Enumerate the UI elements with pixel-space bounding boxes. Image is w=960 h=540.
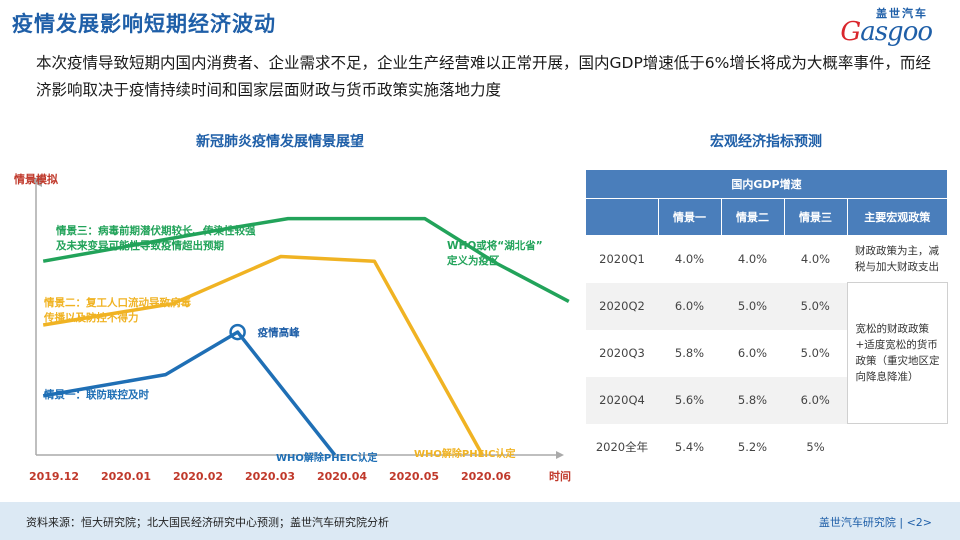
x-tick-label: 2020.01: [101, 470, 151, 483]
table-cell-s1: 4.0%: [674, 251, 705, 266]
table-cell-s3: 6.0%: [784, 376, 847, 424]
table-cell-s3: 5.0%: [800, 346, 830, 360]
x-tick-label: 2020.04: [317, 470, 367, 483]
page-number: <2>: [906, 516, 932, 529]
chart-title: 新冠肺炎疫情发展情景展望: [196, 134, 364, 150]
who-label-3b: 定义为疫区: [446, 254, 500, 267]
table-header-scenario-2: 情景二: [720, 198, 784, 235]
logo-cn-text: 盖世汽车: [876, 7, 928, 20]
table-cell-period: 2020Q3: [599, 346, 645, 360]
table-header-scenario-1: 情景一: [657, 198, 721, 235]
who-label-1: WHO解除PHEIC认定: [276, 451, 378, 464]
gdp-forecast-table: 国内GDP增速 情景一 情景二 情景三 主要宏观政策 2020Q1 4.0% 4…: [586, 170, 948, 471]
table-cell-period: 2020Q1: [599, 251, 645, 266]
gasgoo-logo: 盖世汽车 Gasgoo: [812, 5, 933, 47]
table-cell-s2: 4.0%: [737, 251, 768, 266]
table-header-row: 情景一 情景二 情景三 主要宏观政策: [586, 198, 947, 235]
series-line-1: [42, 330, 337, 457]
footer-brand: 盖世汽车研究院 | <2>: [818, 516, 932, 529]
x-tick-label: 2020.02: [173, 470, 223, 483]
table-cell-s1: 5.6%: [658, 376, 721, 424]
y-axis-label: 情景模拟: [14, 172, 58, 186]
table-header-scenario-3: 情景三: [783, 198, 847, 235]
series-label-3-line2: 及未来变异可能性导致疫情超出预期: [56, 239, 224, 252]
table-cell-policy-1: 财政政策为主，减税与加大财政支出: [855, 244, 939, 273]
table-cell-s3: 4.0%: [800, 251, 831, 266]
series-label-3: 情景三：病毒前期潜伏期较长、传染性较强: [56, 224, 256, 237]
intro-paragraph: 本次疫情导致短期内国内消费者、企业需求不足，企业生产经营难以正常开展，国内GDP…: [36, 54, 931, 99]
table-cell-s3: 5.0%: [784, 282, 847, 330]
series-layer: [42, 216, 570, 457]
table-cell-s2: 5.0%: [721, 282, 784, 330]
series-line-2: [42, 254, 484, 456]
table-row: 2020Q2 6.0% 5.0% 5.0% 宽松的财政政策+适度宽松的货币政策（…: [586, 282, 948, 424]
table-row: 2020Q1 4.0% 4.0% 4.0% 财政政策为主，减税与加大财政支出: [586, 235, 947, 283]
x-tick-label: 2020.05: [389, 470, 439, 483]
peak-label: 疫情高峰: [258, 326, 300, 339]
table-cell-period: 2020Q4: [586, 376, 658, 424]
logo-wordmark: Gasgoo: [840, 17, 933, 47]
footer-source: 资料来源：恒大研究院；北大国民经济研究中心预测；盖世汽车研究院分析: [26, 516, 389, 529]
table-cell-s2: 6.0%: [737, 346, 768, 360]
page-title: 疫情发展影响短期经济波动: [12, 12, 276, 36]
peak-marker: [229, 323, 246, 341]
table-cell-policy-2: 宽松的财政政策+适度宽松的货币政策（重灾地区定向降息降准）: [846, 282, 948, 424]
x-axis-label: 时间: [549, 469, 571, 483]
table-cell-s1: 5.4%: [674, 440, 705, 455]
table-cell-period: 2020全年: [595, 440, 649, 455]
who-label-2: WHO解除PHEIC认定: [414, 447, 516, 460]
series-label-1: 情景一：联防联控及时: [44, 388, 149, 401]
table-cell-s2: 5.8%: [721, 376, 784, 424]
x-tick-label: 2020.06: [461, 470, 511, 483]
table-header-empty: [586, 198, 658, 235]
series-label-2-line2: 传播以及防控不得力: [43, 311, 139, 324]
table-cell-s1: 6.0%: [658, 282, 721, 330]
series-line-3: [42, 216, 570, 303]
who-label-3: WHO或将“湖北省”: [447, 239, 543, 252]
table-row: 2020Q3 5.8% 6.0% 5.0%: [586, 330, 947, 377]
x-tick-label: 2020.03: [245, 470, 295, 483]
table-row: 2020Q4 5.6% 5.8% 6.0%: [586, 376, 947, 424]
table-row: 2020全年 5.4% 5.2% 5%: [586, 424, 947, 472]
table-header-policy: 主要宏观政策: [846, 198, 947, 235]
footer-bar: 资料来源：恒大研究院；北大国民经济研究中心预测；盖世汽车研究院分析 盖世汽车研究…: [0, 502, 960, 540]
x-tick-label: 2019.12: [29, 470, 79, 483]
table-cell-period: 2020Q2: [586, 282, 658, 330]
table-cell-s3: 5%: [806, 440, 825, 455]
table-cell-s2: 5.2%: [737, 440, 768, 455]
table-cell-s1: 5.8%: [674, 346, 705, 360]
table-cell-policy-empty: [847, 424, 947, 472]
x-axis-arrow: [556, 451, 564, 459]
table-title: 宏观经济指标预测: [710, 134, 822, 150]
table-band-title: 国内GDP增速: [586, 170, 947, 199]
series-label-2: 情景二：复工人口流动导致病毒: [44, 296, 191, 309]
